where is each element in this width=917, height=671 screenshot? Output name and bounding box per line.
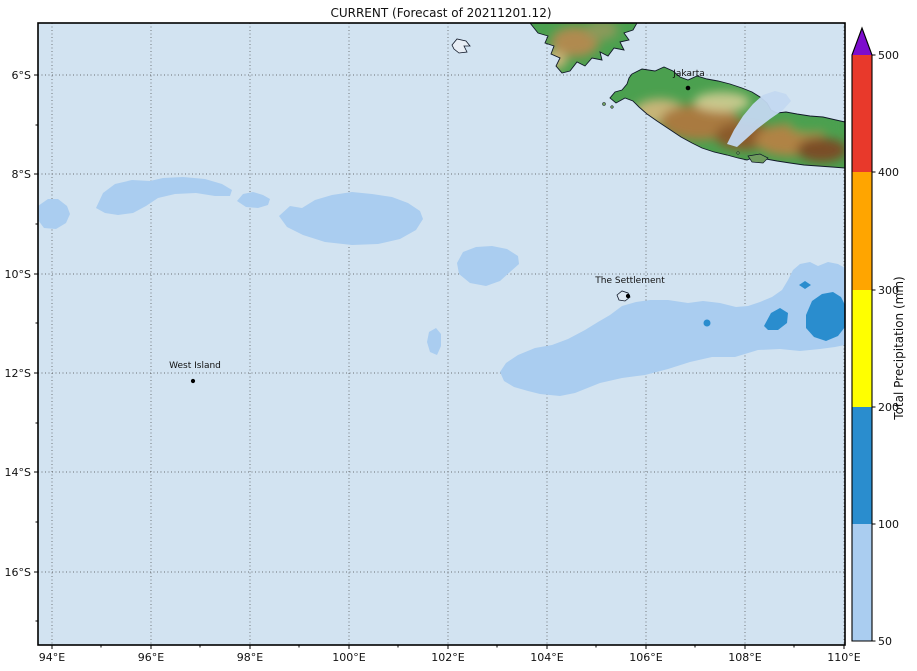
jakarta-label: Jakarta [672, 69, 704, 79]
west-island-marker [190, 378, 196, 384]
precip-core [806, 292, 845, 341]
x-tick: 94°E [39, 651, 65, 664]
the-settlement-marker [625, 293, 631, 299]
x-tick: 98°E [237, 651, 263, 664]
colorbar-tick: 200 [878, 401, 899, 414]
x-tick: 104°E [530, 651, 563, 664]
precip-region [96, 177, 232, 215]
y-axis-labels: 6°S 8°S 10°S 12°S 14°S 16°S [5, 69, 31, 579]
colorbar-segment-50-100 [852, 524, 872, 641]
the-settlement-label: The Settlement [594, 276, 665, 286]
precip-region [279, 192, 423, 245]
island-enggano [451, 38, 471, 54]
x-tick: 96°E [138, 651, 164, 664]
colorbar-tick: 500 [878, 49, 899, 62]
colorbar-segment-400-500 [852, 55, 872, 172]
java-coastline [609, 66, 845, 169]
precip-region [427, 328, 441, 355]
colorbar-tick: 50 [878, 635, 892, 648]
islet [610, 105, 614, 109]
precip-region [38, 199, 70, 229]
colorbar-tick: 100 [878, 518, 899, 531]
plot-frame [37, 22, 846, 646]
y-tick: 14°S [5, 466, 31, 479]
x-tick: 100°E [332, 651, 365, 664]
sumatra-coastline [529, 23, 638, 74]
islet [602, 102, 606, 106]
x-tick: 108°E [728, 651, 761, 664]
precip-core [703, 319, 711, 327]
colorbar: 50 100 200 300 400 500 Total Precipitati… [851, 26, 906, 648]
y-tick: 10°S [5, 268, 31, 281]
colorbar-segment-100-200 [852, 407, 872, 524]
jakarta-marker [685, 85, 691, 91]
precip-light-regions [38, 177, 845, 396]
colorbar-ticks-marks [872, 54, 876, 642]
precip-region [457, 246, 519, 286]
precip-heavy-regions [703, 281, 845, 341]
precip-core [799, 281, 811, 289]
colorbar-arrow-over-500 [852, 28, 872, 55]
precip-region-over-java [727, 91, 791, 147]
colorbar-tick: 400 [878, 166, 899, 179]
x-tick: 110°E [827, 651, 860, 664]
y-tick: 16°S [5, 566, 31, 579]
figure-title: CURRENT (Forecast of 20211201.12) [330, 6, 551, 20]
colorbar-segment-300-400 [852, 172, 872, 290]
x-tick: 102°E [431, 651, 464, 664]
precip-region [500, 262, 845, 396]
precip-region [237, 192, 270, 208]
colorbar-segment-200-300 [852, 290, 872, 407]
islet [736, 151, 740, 155]
gridlines [38, 23, 845, 645]
y-tick: 12°S [5, 367, 31, 380]
precip-core [764, 308, 788, 330]
colorbar-outline [851, 26, 873, 642]
island-christmas [616, 290, 631, 302]
y-tick: 6°S [12, 69, 31, 82]
colorbar-tick-labels: 50 100 200 300 400 500 [878, 49, 899, 648]
colorbar-title: Total Precipitation (mm) [892, 276, 906, 420]
colorbar-tick: 300 [878, 284, 899, 297]
x-axis-labels: 94°E 96°E 98°E 100°E 102°E 104°E 106°E 1… [39, 651, 861, 664]
y-tick: 8°S [12, 168, 31, 181]
island-nusakambangan [747, 153, 769, 164]
axis-ticks [34, 74, 845, 649]
west-island-label: West Island [169, 361, 221, 371]
x-tick: 106°E [629, 651, 662, 664]
